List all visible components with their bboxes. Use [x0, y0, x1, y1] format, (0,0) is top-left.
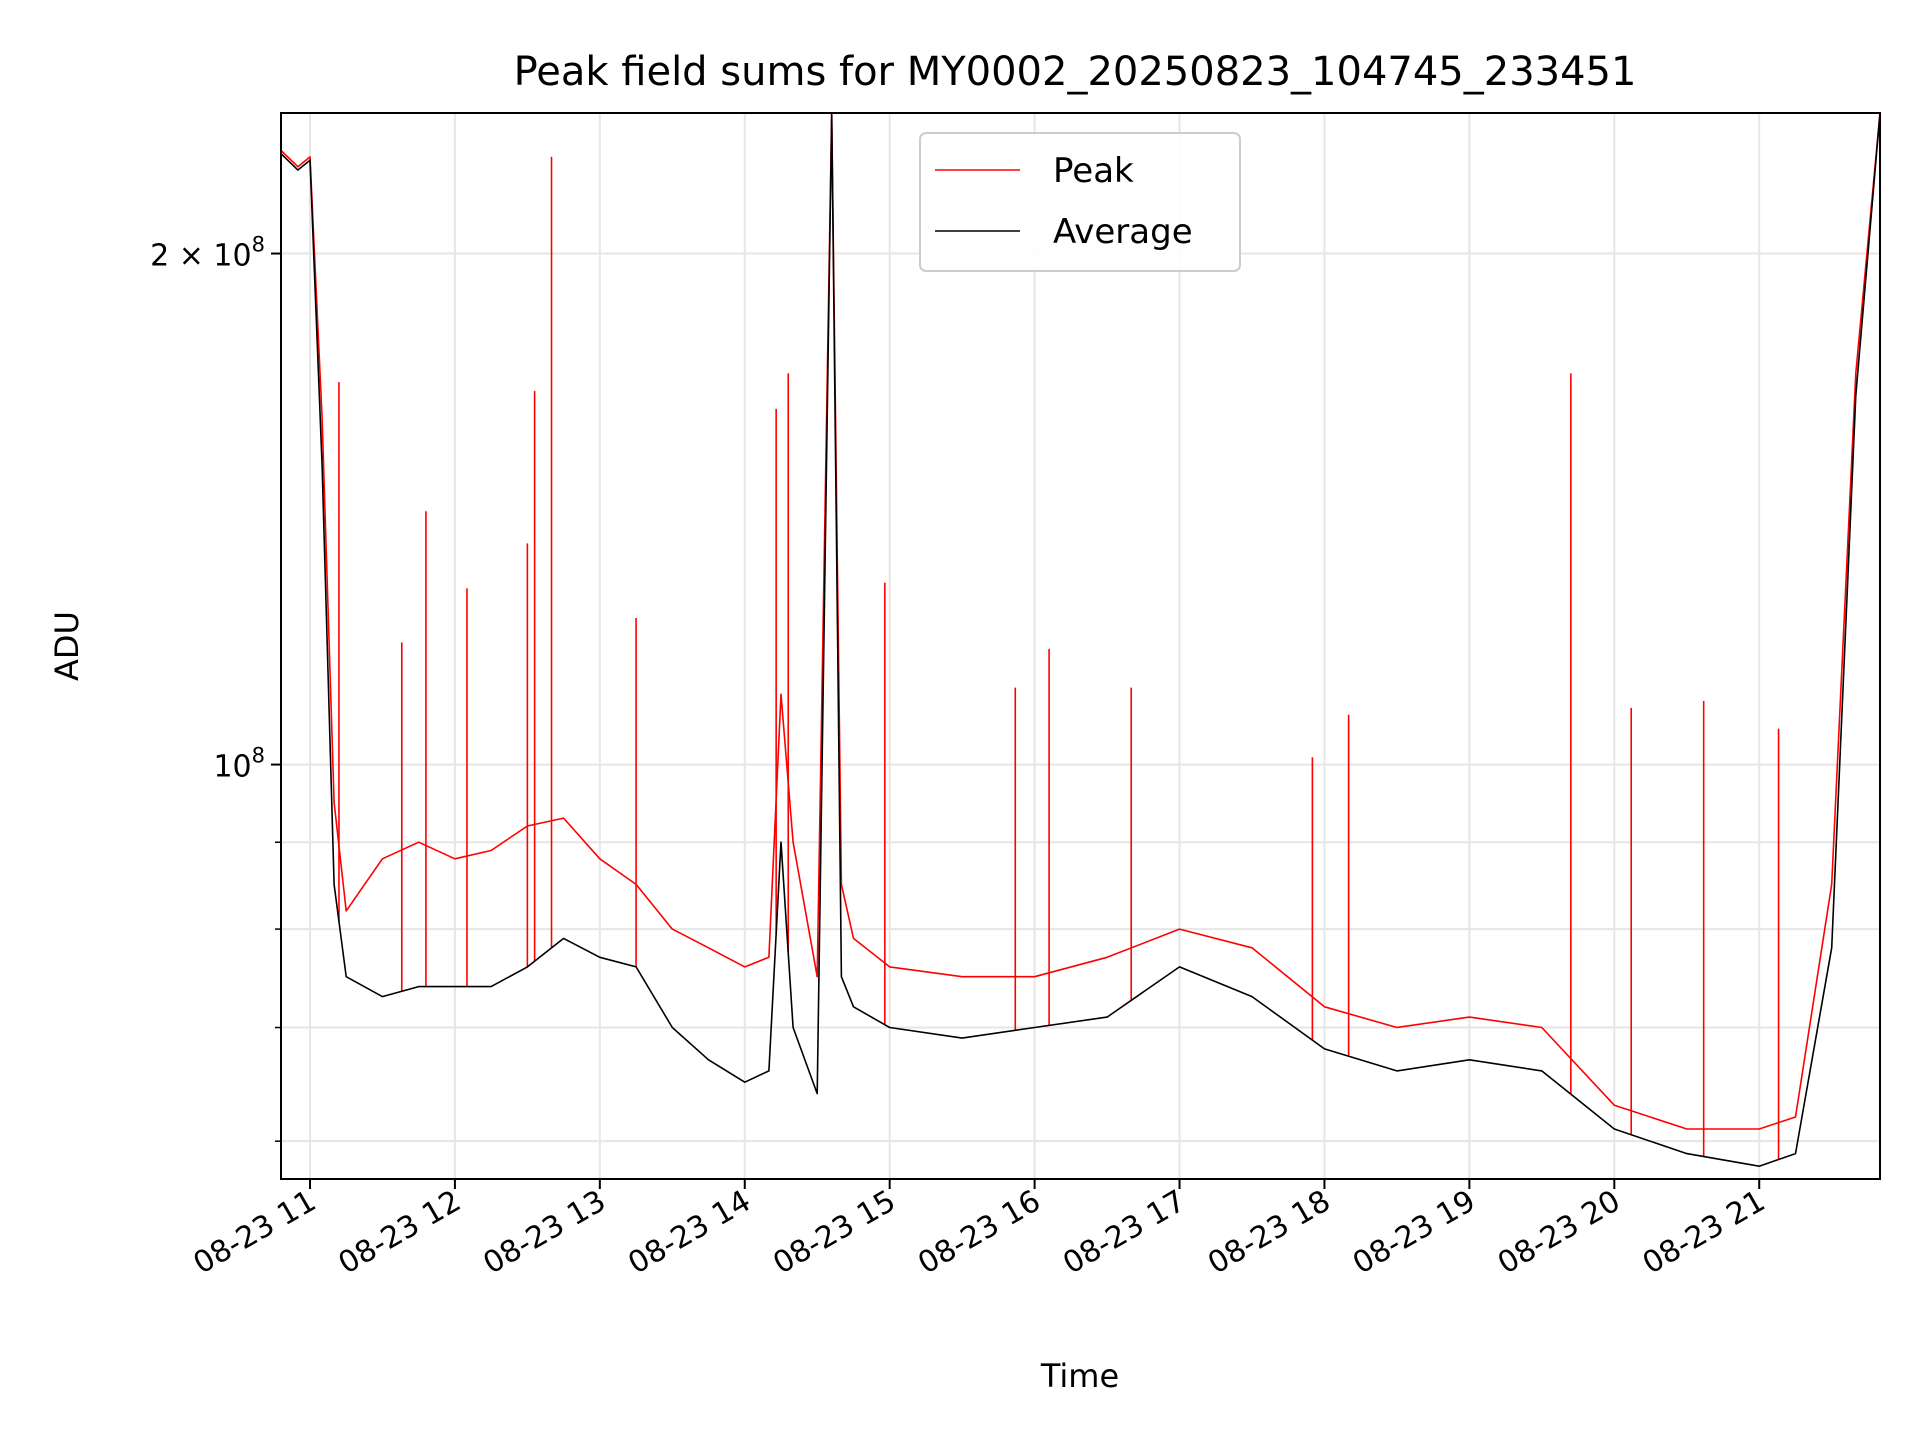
y-tick-label: 108	[213, 744, 265, 785]
y-tick-label-base: 2 × 10	[150, 239, 251, 274]
x-axis-label: Time	[1040, 1357, 1119, 1395]
y-tick-label: 2 × 108	[150, 233, 265, 274]
legend: Peak Average	[919, 132, 1241, 272]
peak-series-line	[280, 112, 1881, 1130]
legend-peak-label: Peak	[1053, 151, 1134, 191]
chart-title: Peak field sums for MY0002_20250823_1047…	[514, 49, 1637, 95]
legend-average-label: Average	[1053, 212, 1193, 252]
average-series-line	[280, 112, 1881, 1167]
grid	[281, 113, 1880, 1179]
y-axis-label: ADU	[48, 611, 86, 681]
peak-series-layer	[280, 112, 1881, 1160]
y-tick-label-base: 10	[213, 750, 251, 785]
average-series-layer	[280, 112, 1881, 1167]
plot-frame	[280, 112, 1881, 1180]
y-tick-label-exponent: 8	[252, 233, 265, 257]
y-tick-label-exponent: 8	[252, 744, 265, 768]
legend-box	[919, 132, 1241, 272]
